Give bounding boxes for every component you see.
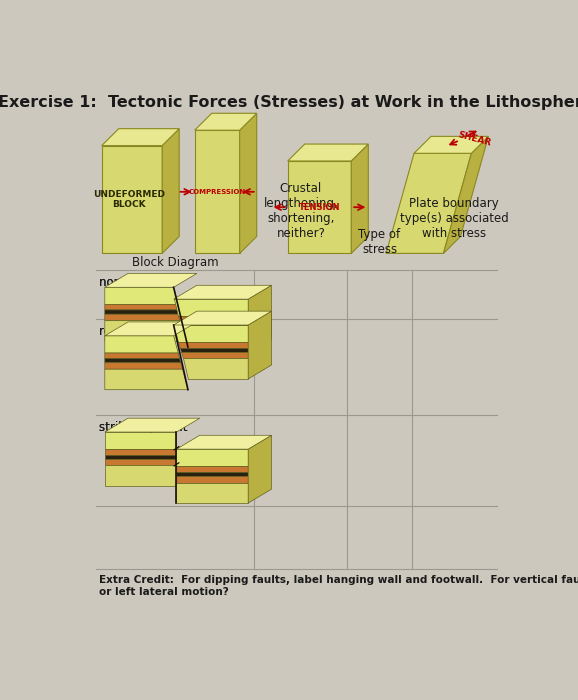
Polygon shape [195, 130, 240, 253]
Polygon shape [173, 311, 272, 325]
Polygon shape [173, 299, 248, 316]
Polygon shape [183, 332, 248, 353]
Polygon shape [105, 432, 176, 449]
Text: UNDEFORMED
BLOCK: UNDEFORMED BLOCK [93, 190, 165, 209]
Polygon shape [180, 348, 248, 352]
Polygon shape [105, 358, 181, 363]
Text: Block Diagram: Block Diagram [132, 256, 218, 269]
Polygon shape [178, 342, 248, 348]
Polygon shape [173, 325, 248, 342]
Polygon shape [195, 113, 257, 130]
Text: SHEAR: SHEAR [457, 130, 492, 148]
Polygon shape [181, 352, 248, 358]
Polygon shape [176, 466, 248, 472]
Text: reverse fault: reverse fault [99, 325, 174, 338]
Polygon shape [183, 358, 248, 379]
Text: Type of
stress: Type of stress [358, 228, 401, 256]
Polygon shape [351, 144, 368, 253]
Polygon shape [105, 287, 178, 304]
Text: normal fault: normal fault [99, 276, 171, 290]
Polygon shape [288, 161, 351, 253]
Text: Plate boundary
type(s) associated
with stress: Plate boundary type(s) associated with s… [400, 197, 509, 239]
Polygon shape [105, 336, 178, 353]
Polygon shape [248, 286, 272, 353]
Polygon shape [173, 286, 272, 299]
Text: normal fault: normal fault [99, 276, 171, 290]
Text: reverse fault: reverse fault [99, 325, 174, 338]
Polygon shape [105, 304, 180, 310]
Polygon shape [248, 435, 272, 503]
Polygon shape [176, 476, 248, 482]
Polygon shape [105, 314, 183, 321]
Polygon shape [105, 322, 197, 336]
Polygon shape [443, 136, 488, 253]
Text: Crustal
lengthening,
shortening,
neither?: Crustal lengthening, shortening, neither… [264, 181, 338, 239]
Text: Exercise 1:  Tectonic Forces (Stresses) at Work in the Lithosphere: Exercise 1: Tectonic Forces (Stresses) a… [0, 94, 578, 110]
Text: TENSION: TENSION [299, 203, 340, 211]
Text: COMPRESSION: COMPRESSION [188, 189, 246, 195]
Polygon shape [105, 321, 188, 341]
Polygon shape [181, 326, 248, 332]
Text: strike-slip fault: strike-slip fault [99, 421, 187, 434]
Polygon shape [105, 466, 176, 486]
Polygon shape [105, 274, 197, 287]
Polygon shape [180, 322, 248, 326]
Polygon shape [105, 459, 176, 466]
Polygon shape [288, 144, 368, 161]
Polygon shape [414, 136, 488, 153]
Polygon shape [248, 311, 272, 379]
Polygon shape [176, 435, 272, 449]
Polygon shape [178, 316, 248, 322]
Polygon shape [162, 129, 179, 253]
Polygon shape [105, 449, 176, 455]
Polygon shape [105, 369, 188, 390]
Polygon shape [102, 146, 162, 253]
Polygon shape [105, 310, 181, 314]
Polygon shape [105, 455, 176, 459]
Polygon shape [105, 363, 183, 369]
Polygon shape [386, 153, 472, 253]
Text: strike-slip fault: strike-slip fault [99, 421, 187, 434]
Polygon shape [105, 353, 180, 358]
Polygon shape [240, 113, 257, 253]
Polygon shape [105, 418, 200, 432]
Polygon shape [176, 482, 248, 503]
Polygon shape [176, 472, 248, 476]
Text: Extra Credit:  For dipping faults, label hanging wall and footwall.  For vertica: Extra Credit: For dipping faults, label … [99, 575, 578, 597]
Polygon shape [176, 449, 248, 466]
Polygon shape [102, 129, 179, 146]
